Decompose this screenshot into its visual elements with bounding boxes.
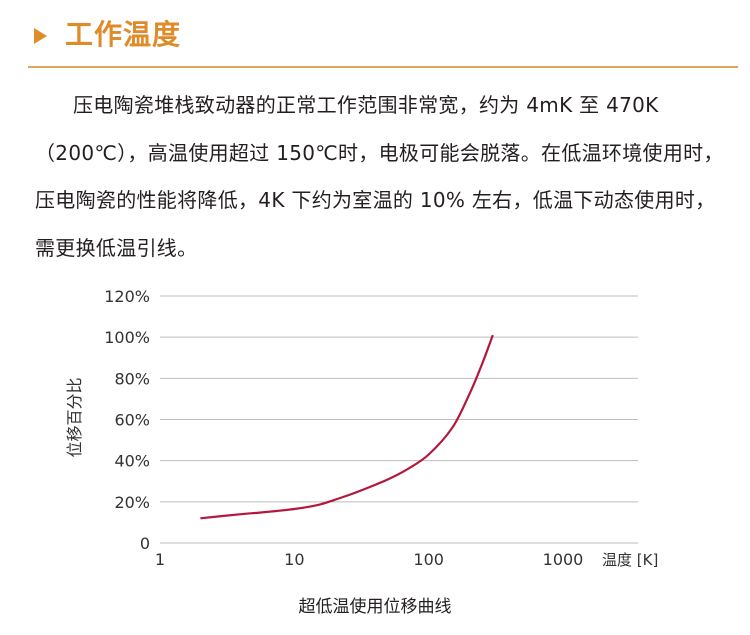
triangle-bullet-icon: [34, 28, 47, 44]
y-tick-label: 80%: [114, 369, 150, 388]
section-title: 工作温度: [65, 18, 182, 51]
y-tick-label: 60%: [114, 411, 150, 430]
y-tick-label: 20%: [114, 493, 150, 512]
chart-caption: 超低温使用位移曲线: [298, 597, 452, 617]
displacement-chart: 0 20% 40% 60% 80% 100% 120% 1 10 100 1000 温度 [K] 位移百…: [65, 287, 658, 569]
section-header: 工作温度: [28, 14, 738, 68]
y-axis-label: 位移百分比: [65, 377, 84, 457]
y-tick-label: 100%: [104, 328, 150, 347]
x-axis-label: 温度 [K]: [602, 551, 658, 569]
body-paragraph: 压电陶瓷堆栈致动器的正常工作范围非常宽，约为 4mK 至 470K（200℃），…: [35, 93, 724, 260]
displacement-curve: [200, 334, 494, 520]
x-tick-label: 1: [155, 550, 165, 569]
y-tick-label: 40%: [114, 452, 150, 471]
x-tick-label: 10: [284, 550, 304, 569]
x-tick-label: 100: [413, 550, 444, 569]
x-tick-label: 1000: [543, 550, 584, 569]
y-tick-label: 0: [140, 534, 150, 553]
y-tick-label: 120%: [104, 287, 150, 306]
